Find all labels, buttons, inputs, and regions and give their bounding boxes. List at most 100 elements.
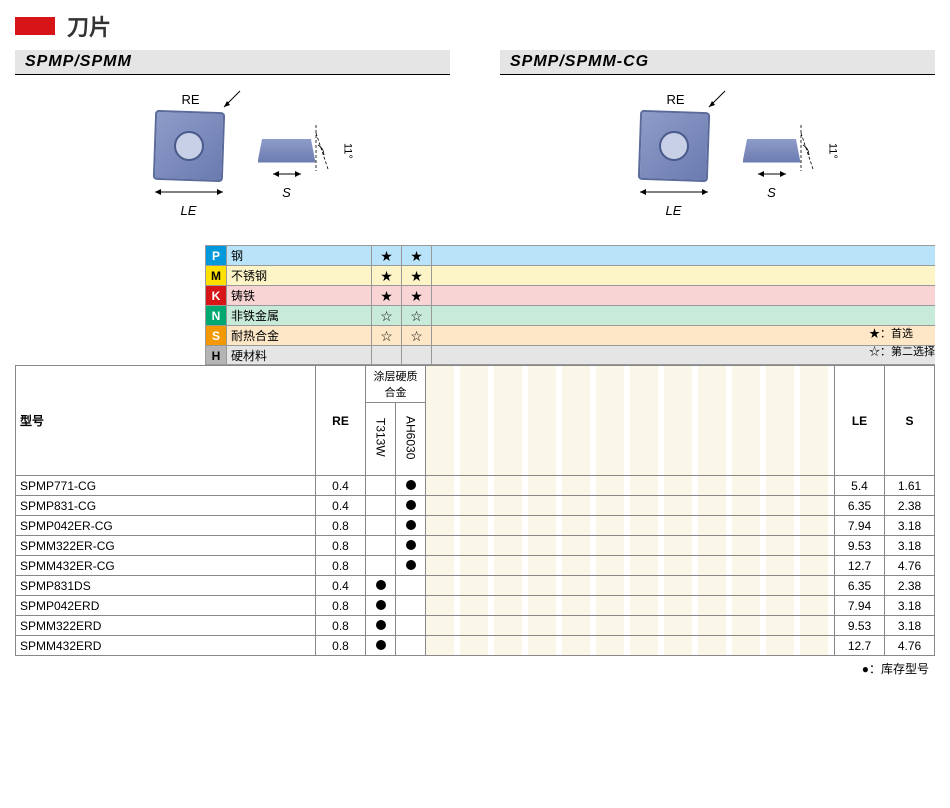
insert-side-view xyxy=(743,139,801,163)
stock-dot-icon xyxy=(406,520,416,530)
material-code: P xyxy=(205,246,227,265)
cell-grade xyxy=(366,636,396,656)
material-code: M xyxy=(205,266,227,285)
cell-empty xyxy=(426,616,835,636)
angle-label: 11° xyxy=(827,143,839,159)
dim-line-s xyxy=(267,167,307,181)
stock-dot-icon xyxy=(406,480,416,490)
stock-dot-icon xyxy=(376,640,386,650)
material-star: ★ xyxy=(372,286,402,305)
cell-empty xyxy=(426,476,835,496)
cell-re: 0.4 xyxy=(316,496,366,516)
material-code: N xyxy=(205,306,227,325)
th-grade-0: T313W xyxy=(366,403,396,476)
material-spacer xyxy=(432,326,935,345)
cell-empty xyxy=(426,536,835,556)
material-row: M不锈钢★★ xyxy=(205,265,935,285)
material-star: ★ xyxy=(402,246,432,265)
cell-grade xyxy=(396,536,426,556)
cell-s: 2.38 xyxy=(885,576,935,596)
material-label: 钢 xyxy=(227,246,372,265)
table-row: SPMP831DS0.46.352.38 xyxy=(16,576,935,596)
cell-model: SPMM432ERD xyxy=(16,636,316,656)
cell-grade xyxy=(366,476,396,496)
th-grade-1: AH6030 xyxy=(396,403,426,476)
material-spacer xyxy=(432,266,935,285)
cell-s: 3.18 xyxy=(885,616,935,636)
cell-re: 0.4 xyxy=(316,576,366,596)
cell-empty xyxy=(426,576,835,596)
re-label: RE xyxy=(181,92,199,107)
star-legend: ★：首选 ☆：第二选择 xyxy=(869,325,935,361)
cell-le: 6.35 xyxy=(835,496,885,516)
cell-grade xyxy=(396,476,426,496)
cell-empty xyxy=(426,556,835,576)
variant-left-header: SPMP/SPMM xyxy=(15,50,450,75)
material-star: ★ xyxy=(402,286,432,305)
material-star: ☆ xyxy=(402,326,432,345)
stock-dot-icon xyxy=(406,560,416,570)
cell-le: 12.7 xyxy=(835,556,885,576)
cell-empty xyxy=(426,596,835,616)
cell-empty xyxy=(426,636,835,656)
legend-first: ★：首选 xyxy=(869,325,935,343)
cell-grade xyxy=(366,616,396,636)
th-model: 型号 xyxy=(16,366,316,476)
th-coating: 涂层硬质合金 xyxy=(366,366,426,403)
dim-line xyxy=(150,185,228,199)
cell-re: 0.4 xyxy=(316,476,366,496)
table-row: SPMM322ER-CG0.89.533.18 xyxy=(16,536,935,556)
cell-model: SPMP042ER-CG xyxy=(16,516,316,536)
material-row: N非铁金属☆☆ xyxy=(205,305,935,325)
cell-grade xyxy=(366,496,396,516)
insert-side-view xyxy=(258,139,316,163)
th-s: S xyxy=(885,366,935,476)
material-label: 铸铁 xyxy=(227,286,372,305)
cell-model: SPMM322ER-CG xyxy=(16,536,316,556)
cell-s: 2.38 xyxy=(885,496,935,516)
cell-grade xyxy=(396,516,426,536)
material-star: ★ xyxy=(372,246,402,265)
page-title: 刀片 xyxy=(67,10,111,42)
material-spacer xyxy=(432,346,935,364)
material-code: K xyxy=(205,286,227,305)
stock-dot-icon xyxy=(376,580,386,590)
th-re: RE xyxy=(316,366,366,476)
insert-top-view xyxy=(152,110,224,182)
material-spacer xyxy=(432,286,935,305)
material-row: S耐热合金☆☆ xyxy=(205,325,935,345)
cell-model: SPMM322ERD xyxy=(16,616,316,636)
material-label: 非铁金属 xyxy=(227,306,372,325)
cell-model: SPMP042ERD xyxy=(16,596,316,616)
variant-left: SPMP/SPMM RE LE xyxy=(15,50,450,235)
dim-line xyxy=(635,185,713,199)
material-row: K铸铁★★ xyxy=(205,285,935,305)
cell-grade xyxy=(396,636,426,656)
cell-empty xyxy=(426,496,835,516)
material-label: 耐热合金 xyxy=(227,326,372,345)
table-row: SPMM322ERD0.8 9.533.18 xyxy=(16,616,935,636)
cell-re: 0.8 xyxy=(316,536,366,556)
footnote: ●：库存型号 xyxy=(15,660,935,677)
variant-left-diagram: RE LE xyxy=(15,75,450,235)
re-label: RE xyxy=(666,92,684,107)
material-star: ☆ xyxy=(372,306,402,325)
cell-grade xyxy=(366,536,396,556)
table-row: SPMP771-CG0.45.41.61 xyxy=(16,476,935,496)
material-code: S xyxy=(205,326,227,345)
cell-re: 0.8 xyxy=(316,616,366,636)
material-star xyxy=(402,346,432,364)
table-row: SPMP042ERD0.87.943.18 xyxy=(16,596,935,616)
cell-s: 3.18 xyxy=(885,536,935,556)
cell-le: 12.7 xyxy=(835,636,885,656)
stock-dot-icon xyxy=(406,500,416,510)
cell-le: 9.53 xyxy=(835,616,885,636)
cell-grade xyxy=(366,596,396,616)
title-marker xyxy=(15,17,55,35)
cell-le: 7.94 xyxy=(835,596,885,616)
cell-grade xyxy=(396,496,426,516)
cell-grade xyxy=(366,556,396,576)
dim-line-s xyxy=(752,167,792,181)
s-label: S xyxy=(282,185,291,200)
th-empty xyxy=(426,366,835,476)
